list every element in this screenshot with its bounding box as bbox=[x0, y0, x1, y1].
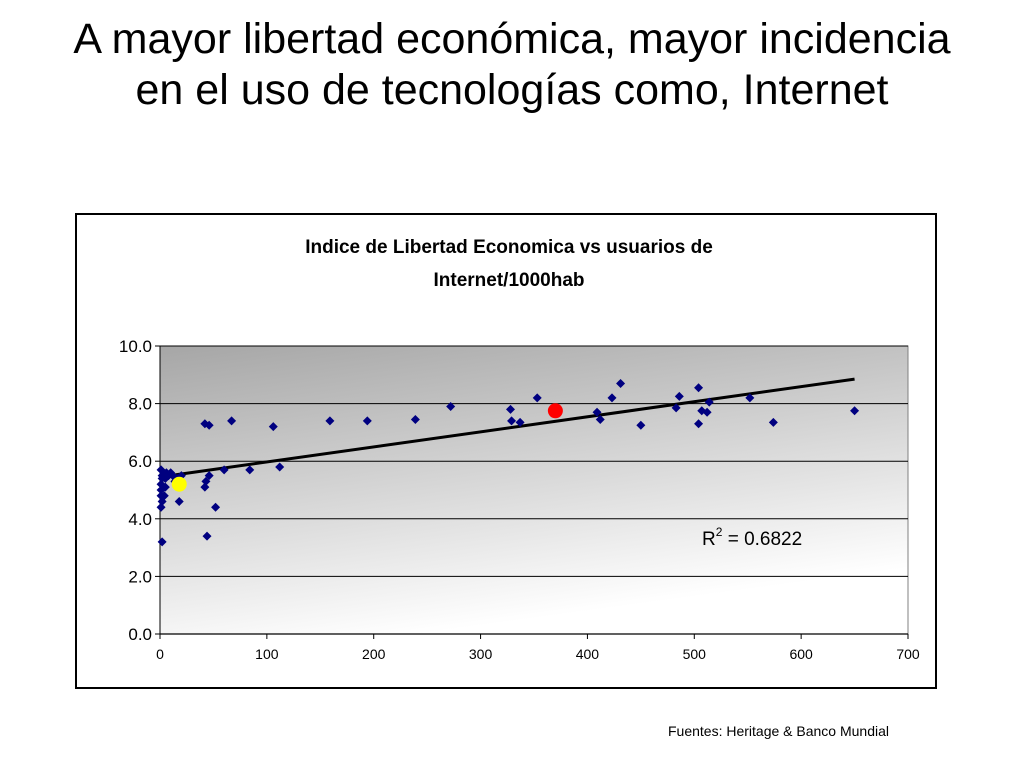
plot-area bbox=[159, 345, 909, 635]
data-point bbox=[702, 407, 712, 417]
r-squared-label: R2 = 0.6822 bbox=[702, 525, 802, 550]
y-tick-label: 8.0 bbox=[128, 395, 152, 414]
x-tick-label: 200 bbox=[362, 646, 386, 662]
data-point bbox=[268, 422, 278, 432]
data-point bbox=[200, 482, 210, 492]
data-point bbox=[160, 482, 170, 492]
data-point bbox=[202, 531, 212, 541]
data-point bbox=[636, 420, 646, 430]
data-point bbox=[157, 537, 167, 547]
data-point bbox=[362, 416, 372, 426]
y-tick-label: 2.0 bbox=[128, 567, 152, 586]
x-tick-label: 100 bbox=[255, 646, 279, 662]
highlighted-point bbox=[171, 476, 187, 492]
data-point bbox=[174, 497, 184, 507]
x-tick-label: 300 bbox=[469, 646, 493, 662]
source-note: Fuentes: Heritage & Banco Mundial bbox=[668, 723, 890, 739]
data-point bbox=[674, 391, 684, 401]
data-point bbox=[219, 465, 229, 475]
data-point bbox=[595, 414, 605, 424]
y-tick-label: 10.0 bbox=[119, 337, 152, 356]
data-point bbox=[704, 397, 714, 407]
data-point bbox=[160, 473, 170, 483]
highlighted-point bbox=[547, 403, 563, 419]
y-tick-label: 0.0 bbox=[128, 625, 152, 644]
data-point bbox=[507, 416, 517, 426]
data-point bbox=[745, 393, 755, 403]
data-point bbox=[211, 502, 221, 512]
data-point bbox=[532, 393, 542, 403]
trendline bbox=[159, 377, 855, 479]
data-point bbox=[227, 416, 237, 426]
data-point bbox=[325, 416, 335, 426]
data-point bbox=[694, 383, 704, 393]
chart-title-line-1: Indice de Libertad Economica vs usuarios… bbox=[305, 237, 713, 258]
data-point bbox=[505, 404, 515, 414]
x-tick-label: 600 bbox=[789, 646, 813, 662]
slide-title: A mayor libertad económica, mayor incide… bbox=[73, 15, 951, 114]
data-point bbox=[204, 420, 214, 430]
data-point bbox=[592, 407, 602, 417]
data-point bbox=[515, 417, 525, 427]
x-tick-label: 700 bbox=[896, 646, 920, 662]
data-point bbox=[200, 419, 210, 429]
data-point bbox=[616, 378, 626, 388]
y-tick-label: 4.0 bbox=[128, 510, 152, 529]
x-tick-label: 500 bbox=[683, 646, 707, 662]
x-tick-label: 400 bbox=[576, 646, 600, 662]
data-point bbox=[410, 414, 420, 424]
data-point bbox=[607, 393, 617, 403]
x-tick-label: 0 bbox=[156, 646, 164, 662]
scatter-chart: Indice de Libertad Economica vs usuarios… bbox=[119, 237, 920, 662]
data-point bbox=[694, 419, 704, 429]
data-point bbox=[850, 406, 860, 416]
data-point bbox=[156, 502, 166, 512]
data-point bbox=[159, 491, 169, 501]
data-point bbox=[204, 471, 214, 481]
data-point bbox=[671, 403, 681, 413]
y-tick-label: 6.0 bbox=[128, 452, 152, 471]
data-point bbox=[446, 401, 456, 411]
data-point bbox=[245, 465, 255, 475]
data-point bbox=[275, 462, 285, 472]
data-point bbox=[768, 417, 778, 427]
chart-frame: Indice de Libertad Economica vs usuarios… bbox=[75, 213, 937, 689]
chart-title-line-2: Internet/1000hab bbox=[434, 270, 585, 291]
